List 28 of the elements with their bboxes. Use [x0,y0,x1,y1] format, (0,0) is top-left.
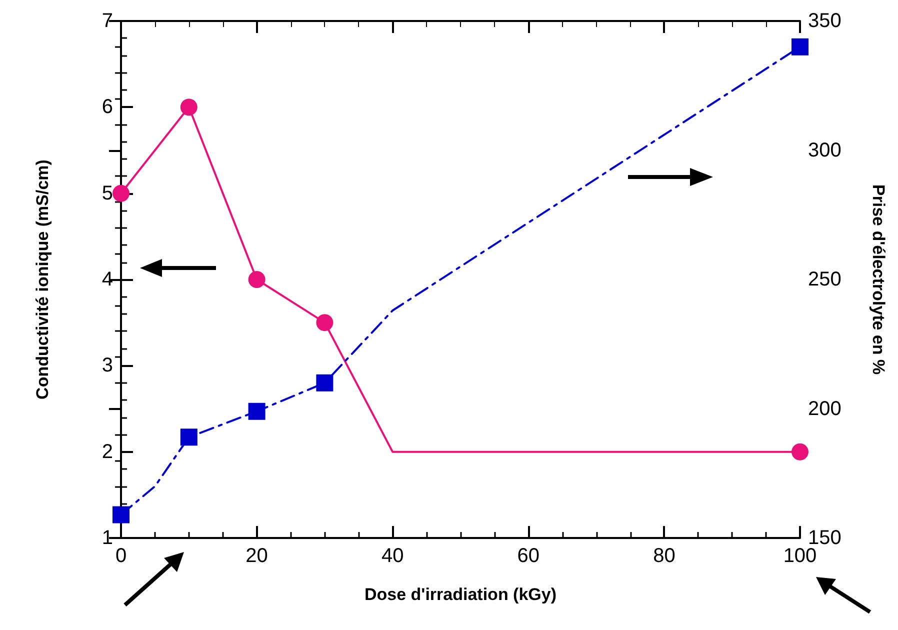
y-tick-label: 3 [102,354,113,377]
y-tick-label: 6 [102,96,113,118]
y-tick-label: 2 [102,440,113,463]
y2-tick-label: 200 [808,398,842,420]
point [792,443,808,460]
y2-tick-label: 300 [808,139,842,162]
x-tick-label: 0 [115,545,127,567]
y2-tick-label: 250 [808,268,842,290]
x-tick-label: 40 [381,545,404,567]
point [792,38,808,56]
point [112,506,130,524]
x-axis-title: Dose d'irradiation (kGy) [364,585,557,604]
y-tick-label: 1 [102,527,113,549]
x-tick-label: 20 [246,545,268,567]
point [112,184,130,202]
y-axis-title: Conductivité ionique (mS/cm) [33,160,52,400]
y-tick-label: 7 [102,10,113,32]
point [180,98,198,116]
point [180,428,198,446]
y-tick-label: 5 [102,182,113,204]
y2-axis-title: Prise d'électrolyte en % [869,184,888,375]
point [316,314,334,332]
point [248,402,266,420]
x-tick-label: 80 [653,545,676,567]
x-tick-label: 60 [517,545,540,567]
point [316,374,334,392]
point [248,271,266,288]
y2-tick-label: 350 [808,10,842,32]
